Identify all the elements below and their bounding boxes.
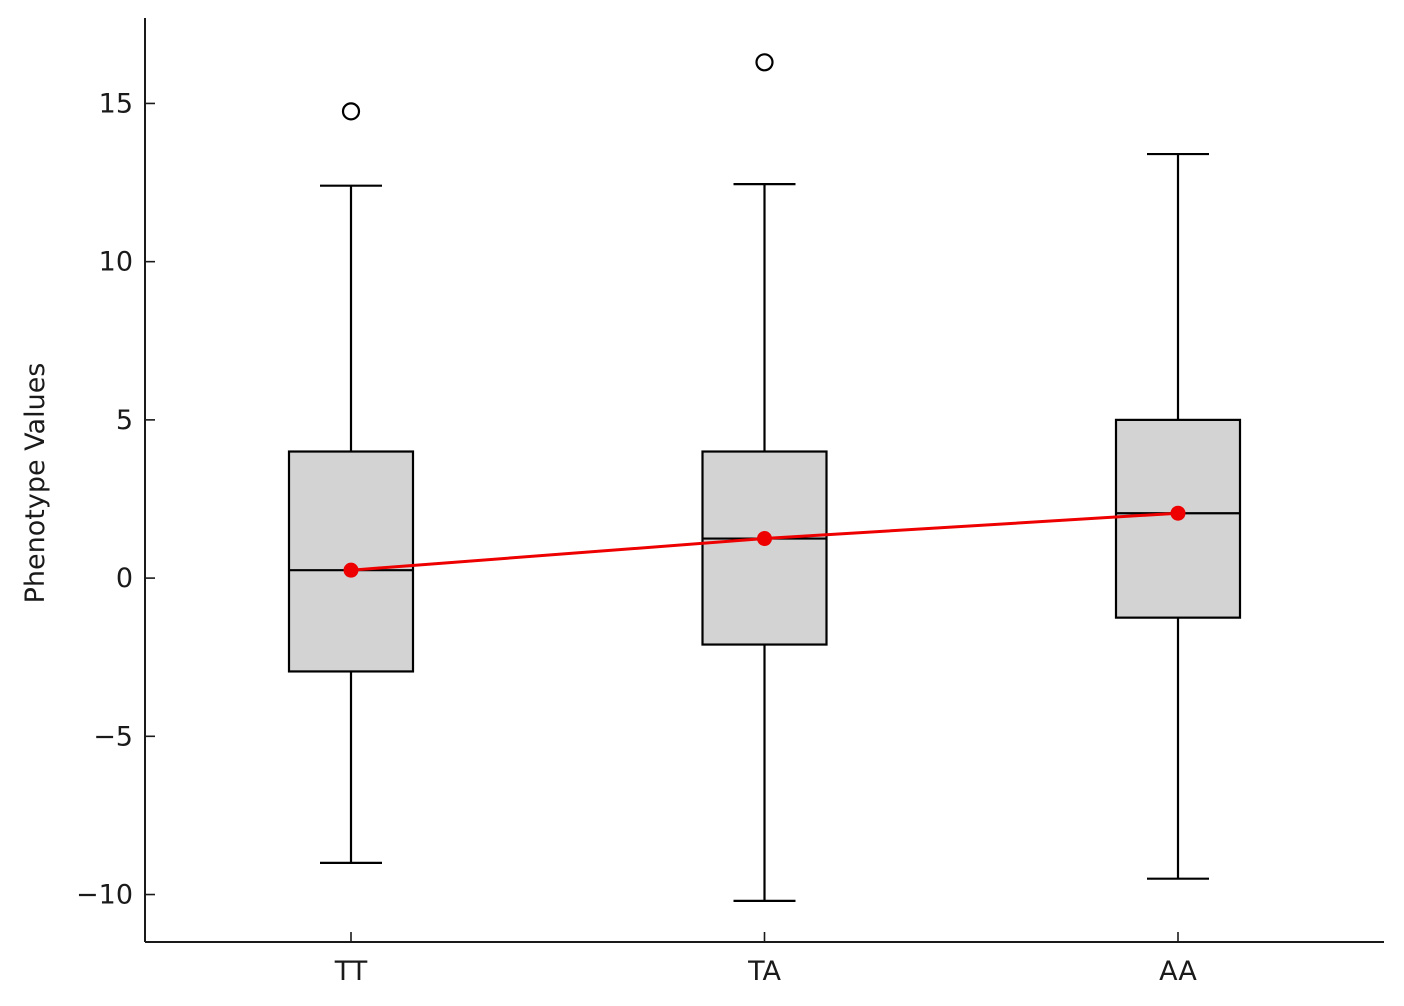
- plot-area: [287, 53, 1242, 902]
- y-tick-label-0: −10: [76, 880, 133, 911]
- outlier-ta-0: [755, 53, 774, 72]
- outlier-tt-0: [341, 102, 361, 121]
- axes: −10 −5 0 5 10 15 TT TA AA: [76, 18, 1384, 987]
- box-tt: [287, 450, 415, 673]
- x-tick-label-tt: TT: [334, 956, 368, 987]
- y-axis-label: Phenotype Values: [20, 363, 51, 604]
- mean-point-tt: [343, 562, 359, 578]
- y-tick-label-2: 0: [116, 563, 133, 594]
- y-tick-label-1: −5: [93, 721, 133, 752]
- y-tick-label-3: 5: [116, 405, 133, 436]
- x-tick-label-aa: AA: [1159, 956, 1197, 987]
- mean-point-ta: [757, 531, 772, 547]
- box-group-ta: [701, 53, 828, 902]
- y-tick-label-5: 15: [99, 88, 133, 119]
- x-tick-label-ta: TA: [747, 956, 781, 987]
- box-ta: [701, 450, 828, 646]
- mean-point-aa: [1170, 505, 1186, 521]
- y-tick-label-4: 10: [99, 247, 133, 278]
- box-group-tt: [287, 102, 415, 864]
